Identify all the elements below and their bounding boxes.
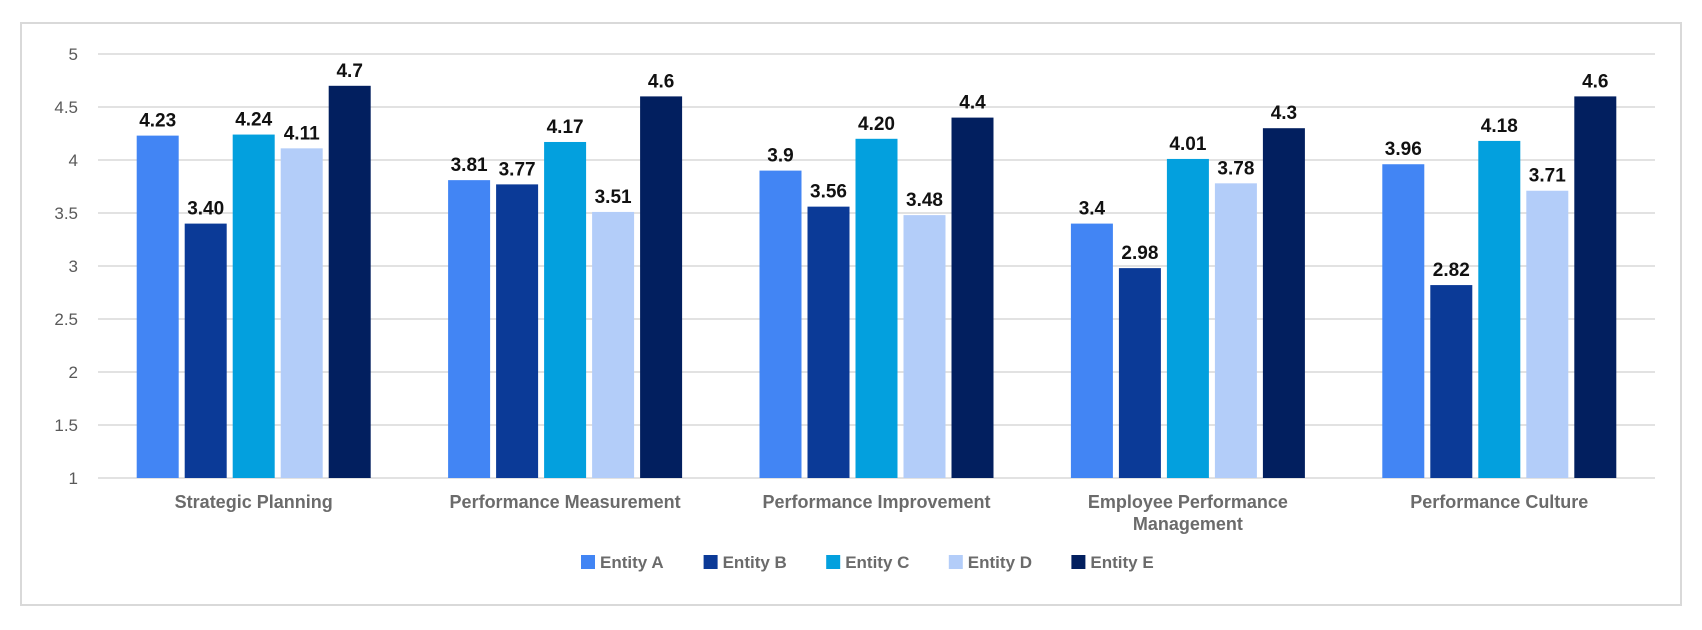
x-tick-label: Strategic Planning <box>175 492 333 512</box>
legend-swatch <box>1071 555 1086 569</box>
legend-label: Entity B <box>723 553 787 572</box>
data-label: 3.51 <box>595 187 632 208</box>
y-tick-label: 4.5 <box>54 98 78 117</box>
bar <box>280 148 323 478</box>
bar <box>1214 183 1257 478</box>
data-label: 3.40 <box>187 199 224 220</box>
legend-label: Entity D <box>968 553 1032 572</box>
data-label: 4.11 <box>284 123 320 144</box>
legend-label: Entity E <box>1090 553 1153 572</box>
bar <box>544 141 587 479</box>
data-label: 3.71 <box>1529 166 1566 187</box>
bar <box>1262 128 1305 478</box>
data-label: 4.20 <box>858 114 895 135</box>
bar <box>807 206 850 478</box>
data-label: 4.23 <box>139 111 176 132</box>
bar <box>448 180 491 478</box>
bar <box>136 135 179 478</box>
bar <box>592 211 635 478</box>
x-tick-label: Management <box>1133 514 1243 534</box>
legend-swatch <box>826 555 841 569</box>
bar <box>184 223 227 478</box>
bar <box>903 215 946 478</box>
data-label: 4.6 <box>1582 71 1608 92</box>
data-label: 3.96 <box>1385 139 1422 160</box>
x-tick-label: Performance Culture <box>1410 492 1588 512</box>
legend-swatch <box>703 555 718 569</box>
legend-label: Entity C <box>845 553 909 572</box>
bar <box>328 85 371 479</box>
y-tick-label: 5 <box>69 45 78 64</box>
bar <box>855 138 898 479</box>
bar <box>640 96 683 479</box>
x-tick-label: Employee Performance <box>1088 492 1288 512</box>
bar <box>496 184 539 478</box>
data-label: 2.82 <box>1433 260 1470 281</box>
data-label: 4.7 <box>336 61 362 82</box>
legend-swatch <box>948 555 963 569</box>
bar <box>1070 223 1113 478</box>
y-tick-label: 3.5 <box>54 204 78 223</box>
data-label: 3.77 <box>499 159 536 180</box>
bar <box>759 170 802 478</box>
y-tick-label: 4 <box>69 151 78 170</box>
bar <box>1478 140 1521 479</box>
data-label: 3.81 <box>451 155 488 176</box>
data-label: 2.98 <box>1121 243 1158 264</box>
data-label: 4.3 <box>1271 103 1297 124</box>
y-tick-label: 2 <box>69 363 78 382</box>
bar <box>951 117 994 478</box>
data-label: 4.18 <box>1481 116 1518 137</box>
data-label: 3.48 <box>906 190 943 211</box>
bar <box>232 134 275 478</box>
data-label: 3.9 <box>767 146 793 167</box>
data-label: 3.56 <box>810 182 847 203</box>
bar <box>1430 285 1473 478</box>
bar <box>1118 268 1161 478</box>
y-tick-label: 2.5 <box>54 310 78 329</box>
legend-label: Entity A <box>600 553 664 572</box>
bar <box>1382 164 1425 479</box>
bar <box>1166 158 1209 478</box>
data-label: 4.01 <box>1169 134 1206 155</box>
data-label: 4.17 <box>547 117 584 138</box>
data-label: 4.6 <box>648 71 674 92</box>
legend-swatch <box>581 555 595 569</box>
bar <box>1574 96 1617 479</box>
data-label: 4.4 <box>959 93 986 114</box>
x-tick-label: Performance Measurement <box>450 492 681 512</box>
x-tick-label: Performance Improvement <box>762 492 990 512</box>
data-label: 4.24 <box>235 110 272 131</box>
data-label: 3.4 <box>1079 199 1106 220</box>
y-tick-label: 1 <box>69 469 78 488</box>
bar <box>1526 190 1569 479</box>
data-label: 3.78 <box>1217 158 1254 179</box>
y-tick-label: 3 <box>69 257 78 276</box>
y-tick-label: 1.5 <box>54 416 78 435</box>
